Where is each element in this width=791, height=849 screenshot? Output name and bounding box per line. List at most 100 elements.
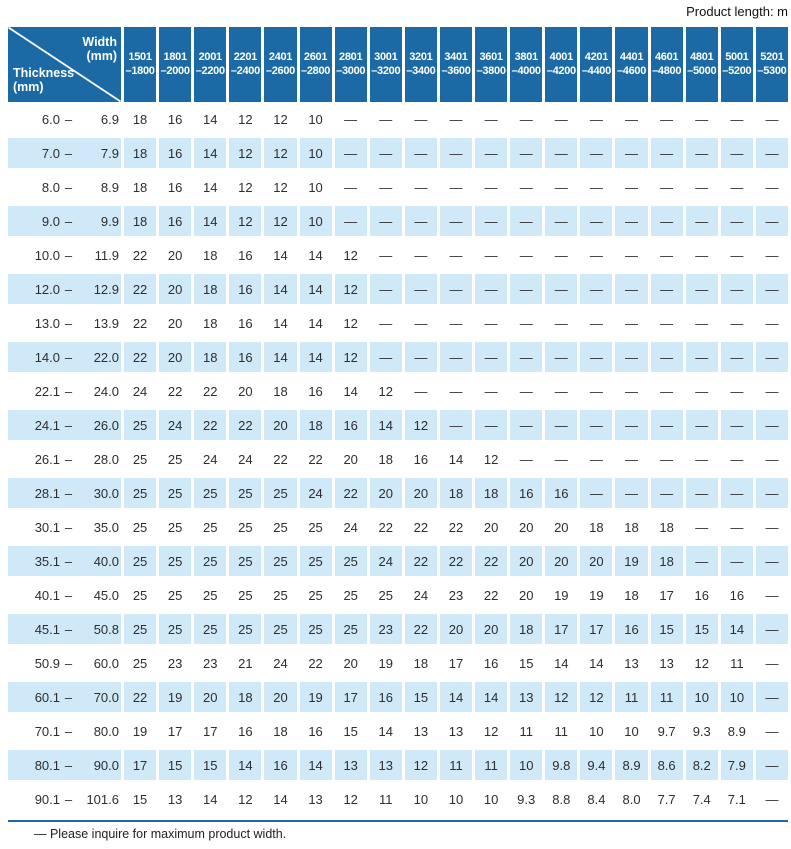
length-value-cell-dash: —: [720, 238, 753, 272]
length-value-cell: 14: [264, 238, 297, 272]
length-value-cell: 25: [159, 544, 192, 578]
length-value-cell: 8.0: [615, 782, 648, 816]
length-value-cell: 16: [264, 748, 297, 782]
length-value-cell: 14: [299, 238, 332, 272]
length-value-cell-dash: —: [580, 102, 613, 136]
thickness-range-label: 45.1–50.8: [8, 612, 121, 646]
length-value-cell: 22: [229, 408, 262, 442]
length-value-cell: 7.1: [720, 782, 753, 816]
length-value-cell: 18: [194, 272, 227, 306]
length-value-cell: 25: [369, 578, 402, 612]
thickness-range-label: 40.1–45.0: [8, 578, 121, 612]
corner-width-label-line1: Width: [82, 35, 117, 49]
length-value-cell-dash: —: [755, 680, 788, 714]
length-value-cell: 12: [229, 102, 262, 136]
length-value-cell: 14: [194, 102, 227, 136]
length-value-cell: 23: [159, 646, 192, 680]
length-value-cell: 10: [475, 782, 508, 816]
length-value-cell: 12: [475, 714, 508, 748]
length-value-cell-dash: —: [755, 510, 788, 544]
length-value-cell: 18: [650, 544, 683, 578]
length-value-cell: 20: [510, 578, 543, 612]
length-value-cell: 9.3: [685, 714, 718, 748]
length-value-cell: 12: [334, 272, 367, 306]
length-value-cell: 25: [194, 578, 227, 612]
length-value-cell: 10: [299, 204, 332, 238]
length-value-cell-dash: —: [755, 238, 788, 272]
length-value-cell-dash: —: [685, 306, 718, 340]
length-value-cell: 16: [229, 306, 262, 340]
length-value-cell: 18: [194, 340, 227, 374]
length-value-cell-dash: —: [685, 204, 718, 238]
length-value-cell-dash: —: [510, 238, 543, 272]
length-value-cell: 22: [475, 544, 508, 578]
length-value-cell: 25: [229, 544, 262, 578]
length-value-cell-dash: —: [545, 306, 578, 340]
length-value-cell: 16: [229, 340, 262, 374]
length-value-cell: 25: [124, 408, 157, 442]
length-value-cell-dash: —: [545, 238, 578, 272]
thickness-range-label: 22.1–24.0: [8, 374, 121, 408]
length-value-cell-dash: —: [615, 408, 648, 442]
thickness-range-label: 35.1–40.0: [8, 544, 121, 578]
length-value-cell: 12: [264, 136, 297, 170]
length-value-cell: 14: [369, 408, 402, 442]
length-value-cell-dash: —: [439, 306, 473, 340]
footnote: — Please inquire for maximum product wid…: [34, 827, 287, 841]
length-value-cell: 25: [194, 612, 227, 646]
length-value-cell-dash: —: [755, 272, 788, 306]
length-value-cell-dash: —: [475, 374, 508, 408]
length-value-cell-dash: —: [615, 476, 648, 510]
length-value-cell-dash: —: [650, 204, 683, 238]
length-value-cell: 12: [404, 408, 437, 442]
length-value-cell-dash: —: [685, 544, 718, 578]
length-value-cell-dash: —: [510, 374, 543, 408]
length-value-cell: 18: [264, 714, 297, 748]
length-value-cell-dash: —: [475, 272, 508, 306]
length-value-cell: 25: [229, 510, 262, 544]
length-value-cell-dash: —: [545, 204, 578, 238]
length-value-cell: 17: [650, 578, 683, 612]
length-value-cell: 12: [264, 204, 297, 238]
length-value-cell-dash: —: [755, 544, 788, 578]
length-value-cell: 16: [720, 578, 753, 612]
length-value-cell: 12: [580, 680, 613, 714]
length-value-cell-dash: —: [755, 170, 788, 204]
length-value-cell-dash: —: [755, 476, 788, 510]
length-value-cell: 22: [404, 544, 437, 578]
length-value-cell: 22: [124, 306, 157, 340]
length-value-cell: 12: [229, 204, 262, 238]
length-value-cell: 15: [159, 748, 192, 782]
length-value-cell: 22: [194, 374, 227, 408]
length-value-cell: 20: [475, 612, 508, 646]
length-value-cell: 25: [334, 578, 367, 612]
length-value-cell: 20: [159, 272, 192, 306]
thickness-range-label: 12.0–12.9: [8, 272, 121, 306]
length-value-cell: 24: [334, 510, 367, 544]
width-header-4201: 4201 –4400: [580, 27, 613, 102]
length-value-cell-dash: —: [439, 374, 473, 408]
width-header-4001: 4001 –4200: [545, 27, 578, 102]
length-value-cell: 18: [510, 612, 543, 646]
length-value-cell: 11: [615, 680, 648, 714]
length-value-cell-dash: —: [580, 272, 613, 306]
length-value-cell: 24: [404, 578, 437, 612]
length-value-cell: 14: [545, 646, 578, 680]
length-value-cell-dash: —: [615, 306, 648, 340]
length-value-cell-dash: —: [720, 204, 753, 238]
length-value-cell-dash: —: [334, 204, 367, 238]
length-value-cell-dash: —: [369, 272, 402, 306]
length-value-cell-dash: —: [755, 204, 788, 238]
thickness-range-label: 6.0–6.9: [8, 102, 121, 136]
length-value-cell: 19: [159, 680, 192, 714]
corner-width-label: Width (mm): [82, 35, 117, 63]
length-value-cell-dash: —: [439, 272, 473, 306]
length-value-cell: 12: [264, 170, 297, 204]
length-value-cell: 19: [615, 544, 648, 578]
length-value-cell-dash: —: [439, 136, 473, 170]
length-value-cell-dash: —: [404, 306, 437, 340]
thickness-range-label: 28.1–30.0: [8, 476, 121, 510]
length-value-cell: 25: [124, 442, 157, 476]
length-value-cell: 12: [264, 102, 297, 136]
length-value-cell-dash: —: [685, 170, 718, 204]
